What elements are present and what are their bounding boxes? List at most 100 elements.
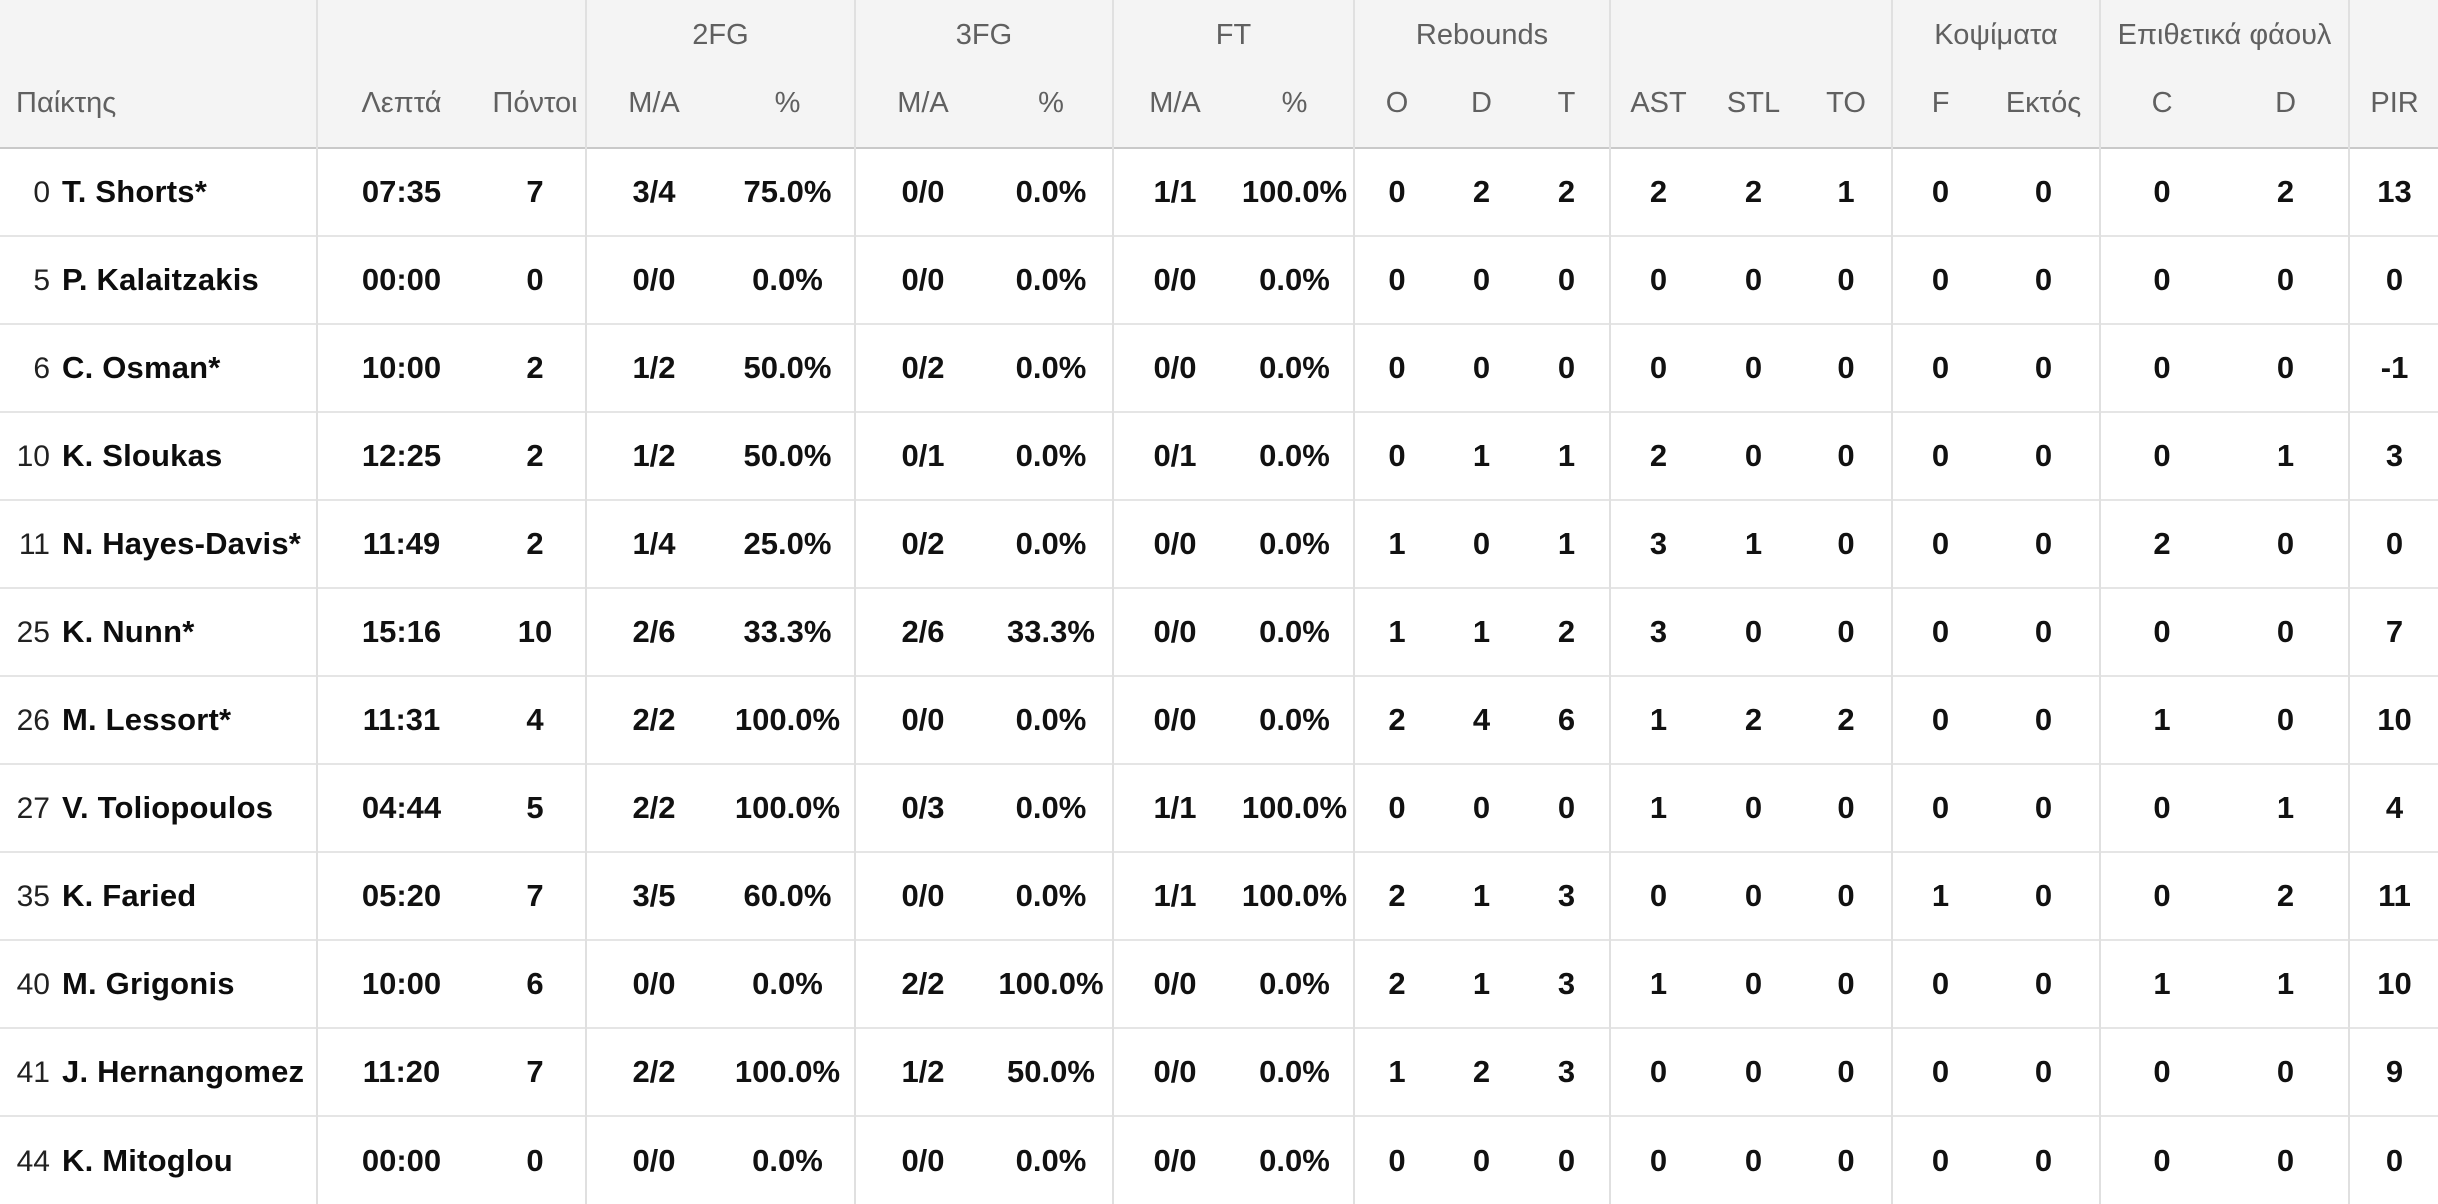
cell-blk-ektos: 0 [1988, 852, 2101, 940]
col-header-2fg-ma: M/A [585, 60, 721, 148]
cell-foul-d: 1 [2223, 764, 2350, 852]
cell-foul-d: 1 [2223, 940, 2350, 1028]
cell-3fg-pct: 0.0% [990, 324, 1113, 412]
cell-pir: 11 [2348, 852, 2438, 940]
group-header-rebounds: Rebounds [1352, 0, 1611, 60]
player-cell: 27 V. Toliopoulos [0, 764, 317, 852]
jersey-number: 35 [16, 880, 50, 913]
cell-3fg-pct: 0.0% [990, 676, 1113, 764]
cell-3fg-ma: 0/0 [854, 1116, 990, 1204]
player-row: 35 K. Faried 05:20 7 3/5 60.0% 0/0 0.0% 1… [0, 852, 2438, 940]
cell-minutes: 11:31 [316, 676, 485, 764]
cell-to: 0 [1801, 940, 1893, 1028]
player-name[interactable]: K. Mitoglou [62, 1142, 233, 1178]
player-name[interactable]: K. Nunn* [62, 614, 195, 649]
player-name[interactable]: J. Hernangomez [62, 1054, 305, 1089]
col-header-foul-d: D [2223, 60, 2350, 148]
cell-ast: 1 [1609, 676, 1707, 764]
cell-points: 7 [485, 852, 586, 940]
cell-ast: 3 [1609, 500, 1707, 588]
cell-ast: 0 [1609, 852, 1707, 940]
player-row: 27 V. Toliopoulos 04:44 5 2/2 100.0% 0/3 … [0, 764, 2438, 852]
col-header-3fg-ma: M/A [854, 60, 990, 148]
cell-foul-c: 0 [2099, 588, 2224, 676]
cell-reb-o: 0 [1353, 148, 1439, 236]
cell-foul-c: 1 [2099, 676, 2224, 764]
cell-stl: 0 [1706, 588, 1802, 676]
cell-ft-pct: 0.0% [1236, 1116, 1354, 1204]
cell-2fg-ma: 1/2 [585, 412, 721, 500]
cell-2fg-pct: 0.0% [721, 940, 855, 1028]
cell-foul-c: 0 [2099, 1116, 2224, 1204]
jersey-number: 41 [16, 1056, 50, 1089]
player-name[interactable]: C. Osman* [62, 350, 221, 385]
player-cell: 26 M. Lessort* [0, 676, 317, 764]
cell-blk-ektos: 0 [1988, 588, 2101, 676]
player-name[interactable]: N. Hayes-Davis* [62, 526, 302, 561]
cell-3fg-ma: 2/6 [854, 588, 990, 676]
cell-minutes: 00:00 [316, 236, 485, 324]
cell-stl: 1 [1706, 500, 1802, 588]
player-name[interactable]: K. Sloukas [62, 438, 223, 473]
player-cell: 5 P. Kalaitzakis [0, 236, 317, 324]
cell-ft-pct: 0.0% [1236, 412, 1354, 500]
cell-2fg-pct: 100.0% [721, 676, 855, 764]
cell-blk-ektos: 0 [1988, 412, 2101, 500]
cell-blk-f: 0 [1891, 412, 1989, 500]
group-header-3fg: 3FG [854, 0, 1113, 60]
cell-to: 0 [1801, 500, 1893, 588]
player-name[interactable]: P. Kalaitzakis [62, 262, 259, 297]
cell-blk-f: 0 [1891, 764, 1989, 852]
cell-points: 7 [485, 148, 586, 236]
cell-foul-c: 0 [2099, 324, 2224, 412]
player-name[interactable]: V. Toliopoulos [62, 790, 274, 825]
cell-reb-t: 0 [1524, 324, 1611, 412]
col-header-2fg-pct: % [721, 60, 855, 148]
player-row: 25 K. Nunn* 15:16 10 2/6 33.3% 2/6 33.3% … [0, 588, 2438, 676]
cell-points: 0 [485, 236, 586, 324]
cell-pir: -1 [2348, 324, 2438, 412]
player-name[interactable]: M. Grigonis [62, 966, 235, 1001]
cell-foul-c: 0 [2099, 236, 2224, 324]
cell-reb-o: 0 [1353, 764, 1439, 852]
col-header-blk-f: F [1891, 60, 1989, 148]
cell-to: 0 [1801, 1028, 1893, 1116]
cell-reb-t: 1 [1524, 412, 1611, 500]
cell-foul-d: 2 [2223, 148, 2350, 236]
col-header-points: Πόντοι [485, 60, 586, 148]
cell-stl: 0 [1706, 324, 1802, 412]
cell-ft-ma: 0/0 [1112, 500, 1236, 588]
cell-3fg-ma: 0/2 [854, 500, 990, 588]
col-header-blk-ektos: Εκτός [1988, 60, 2101, 148]
player-name[interactable]: T. Shorts* [62, 174, 207, 209]
column-header-row: Παίκτης Λεπτά Πόντοι M/A % M/A % M/A % O… [0, 60, 2438, 148]
cell-reb-d: 2 [1439, 148, 1524, 236]
cell-reb-t: 3 [1524, 852, 1611, 940]
cell-foul-d: 0 [2223, 236, 2350, 324]
cell-ft-pct: 0.0% [1236, 940, 1354, 1028]
cell-pir: 3 [2348, 412, 2438, 500]
cell-reb-t: 0 [1524, 236, 1611, 324]
cell-blk-f: 0 [1891, 148, 1989, 236]
player-name[interactable]: M. Lessort* [62, 702, 232, 737]
cell-3fg-ma: 0/1 [854, 412, 990, 500]
cell-reb-o: 0 [1353, 1116, 1439, 1204]
cell-points: 0 [485, 1116, 586, 1204]
jersey-number: 0 [33, 176, 50, 209]
cell-3fg-pct: 0.0% [990, 1116, 1113, 1204]
cell-ft-ma: 1/1 [1112, 148, 1236, 236]
cell-pir: 10 [2348, 940, 2438, 1028]
cell-ft-ma: 0/0 [1112, 676, 1236, 764]
col-header-pir: PIR [2348, 60, 2438, 148]
group-header-ft: FT [1112, 0, 1354, 60]
cell-blk-ektos: 0 [1988, 148, 2101, 236]
cell-foul-d: 0 [2223, 1028, 2350, 1116]
cell-ast: 2 [1609, 148, 1707, 236]
col-header-foul-c: C [2099, 60, 2224, 148]
cell-reb-d: 0 [1439, 236, 1524, 324]
player-name[interactable]: K. Faried [62, 878, 197, 913]
cell-ast: 1 [1609, 764, 1707, 852]
cell-pir: 13 [2348, 148, 2438, 236]
jersey-number: 25 [16, 616, 50, 649]
